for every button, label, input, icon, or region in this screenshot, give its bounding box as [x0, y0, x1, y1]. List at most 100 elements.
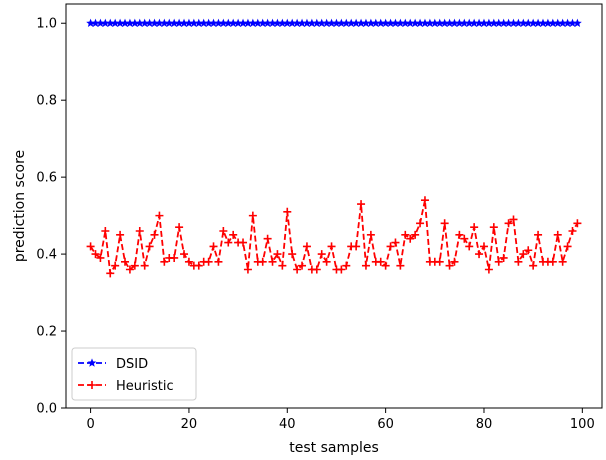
data-point-star: [248, 18, 258, 27]
x-tick-label: 0: [86, 417, 94, 432]
data-point-plus: [519, 250, 528, 259]
legend-label-heuristic: Heuristic: [116, 379, 174, 394]
x-axis-label: test samples: [289, 440, 379, 456]
data-point-plus: [504, 219, 513, 228]
data-point-plus: [258, 257, 267, 266]
data-point-plus: [489, 223, 498, 232]
data-point-star: [464, 18, 474, 27]
data-point-plus: [273, 250, 282, 259]
data-point-star: [322, 18, 331, 27]
data-point-star: [337, 18, 346, 27]
data-point-star: [258, 18, 268, 27]
data-point-star: [410, 18, 420, 27]
data-point-plus: [534, 230, 543, 239]
data-point-star: [553, 18, 563, 27]
data-point-star: [302, 18, 312, 27]
data-point-star: [159, 18, 169, 27]
data-point-star: [450, 18, 459, 27]
data-point-star: [194, 18, 204, 27]
data-point-star: [381, 18, 391, 27]
data-point-star: [440, 18, 450, 27]
data-point-plus: [175, 223, 184, 232]
data-point-plus: [509, 215, 518, 224]
data-point-plus: [263, 234, 272, 243]
data-point-plus: [573, 219, 582, 228]
data-point-star: [351, 18, 361, 27]
data-point-star: [223, 18, 233, 27]
data-point-star: [317, 18, 327, 27]
legend-item-dsid: DSID: [78, 357, 148, 372]
data-point-star: [568, 18, 577, 27]
data-point-star: [243, 18, 253, 27]
data-point-star: [273, 18, 282, 27]
data-point-star: [489, 18, 499, 27]
data-point-plus: [406, 234, 415, 243]
data-point-plus: [386, 242, 395, 251]
data-point-plus: [416, 219, 425, 228]
data-point-plus: [514, 257, 523, 266]
data-point-star: [484, 18, 494, 27]
x-tick-label: 40: [279, 417, 296, 432]
data-point-star: [420, 18, 430, 27]
series-dsid: [86, 18, 582, 27]
x-tick-label: 100: [570, 417, 595, 432]
legend-plus-icon: [88, 381, 96, 389]
data-point-star: [346, 18, 356, 27]
data-point-star: [218, 18, 228, 27]
data-point-star: [164, 18, 174, 27]
data-point-star: [425, 18, 435, 27]
data-point-star: [287, 18, 297, 27]
data-point-star: [445, 18, 454, 27]
data-point-plus: [376, 257, 385, 266]
data-point-plus: [130, 261, 139, 270]
data-point-plus: [106, 269, 115, 278]
data-point-star: [105, 18, 115, 27]
data-point-plus: [450, 257, 459, 266]
data-point-star: [573, 18, 582, 27]
data-point-plus: [484, 265, 493, 274]
data-point-star: [292, 18, 302, 27]
x-tick-label: 60: [377, 417, 394, 432]
data-point-plus: [91, 250, 100, 259]
data-point-plus: [548, 257, 557, 266]
data-point-plus: [229, 230, 238, 239]
data-point-star: [499, 18, 509, 27]
data-point-star: [533, 18, 543, 27]
data-point-plus: [317, 250, 326, 259]
data-point-star: [96, 18, 105, 27]
data-point-plus: [445, 261, 454, 270]
y-tick-label: 0.6: [36, 171, 57, 186]
data-point-star: [110, 18, 120, 27]
data-point-star: [341, 18, 351, 27]
data-point-star: [386, 18, 395, 27]
legend-label-dsid: DSID: [116, 357, 148, 372]
data-point-plus: [219, 227, 228, 236]
data-point-plus: [312, 265, 321, 274]
data-point-star: [238, 18, 248, 27]
data-point-star: [376, 18, 386, 27]
data-point-plus: [470, 223, 479, 232]
data-point-plus: [101, 227, 110, 236]
data-point-star: [430, 18, 440, 27]
data-point-star: [169, 18, 179, 27]
data-point-star: [297, 18, 307, 27]
data-point-plus: [558, 257, 567, 266]
data-point-star: [558, 18, 568, 27]
data-point-plus: [268, 257, 277, 266]
data-point-plus: [155, 211, 164, 220]
data-point-plus: [125, 265, 134, 274]
data-point-plus: [568, 227, 577, 236]
y-tick-label: 1.0: [36, 17, 57, 32]
data-point-star: [332, 18, 341, 27]
data-point-plus: [194, 261, 203, 270]
data-point-star: [371, 18, 381, 27]
data-point-star: [366, 18, 376, 27]
data-point-star: [415, 18, 425, 27]
data-point-plus: [111, 261, 120, 270]
data-point-star: [263, 18, 272, 27]
data-point-plus: [499, 253, 508, 262]
y-tick-label: 0.8: [36, 94, 57, 109]
data-point-star: [459, 18, 469, 27]
data-point-plus: [243, 265, 252, 274]
legend-item-heuristic: Heuristic: [78, 379, 174, 394]
